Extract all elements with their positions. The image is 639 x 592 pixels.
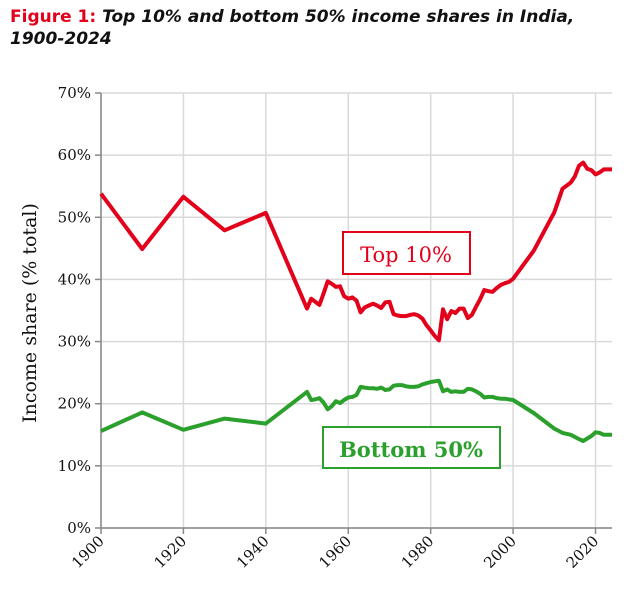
figure-number: Figure 1: [10,7,97,27]
x-tick-label: 1900 [68,532,108,572]
y-tick-label: 10% [58,457,91,475]
x-tick-label: 2020 [563,532,603,572]
bottom50-line [100,378,612,443]
x-tick-label: 2000 [480,532,520,572]
axes: 0% 10% 20% 30% 40% 50% 60% 70% 1900 1920 1940 1960 1… [58,84,612,572]
annotation-top10-label: Top 10% [360,243,452,267]
annotation-bottom50: Bottom 50% [322,426,501,469]
x-tick-label: 1940 [233,532,273,572]
annotation-bottom50-box [322,426,501,469]
x-tick-label: 1920 [151,532,191,572]
top10-line [99,160,612,343]
y-tick-label: 50% [58,208,91,226]
y-axis-label: Income share (% total) [19,203,41,423]
annotation-top10: Top 10% [342,231,471,275]
y-tick-label: 60% [58,146,91,164]
y-tick-label: 20% [58,395,91,413]
y-tick-label: 30% [58,333,91,351]
annotation-bottom50-label: Bottom 50% [339,437,483,462]
y-tick-label: 0% [67,519,91,537]
y-tick-label: 40% [58,270,91,288]
x-tick-label: 1980 [398,532,438,572]
series-lines [99,160,612,443]
chart-title: Figure 1: Top 10% and bottom 50% income … [10,6,630,50]
x-tick-label: 1960 [315,532,355,572]
y-tick-label: 70% [58,84,91,102]
annotation-top10-box [342,231,471,275]
figure-title: Top 10% and bottom 50% income shares in … [10,7,575,49]
